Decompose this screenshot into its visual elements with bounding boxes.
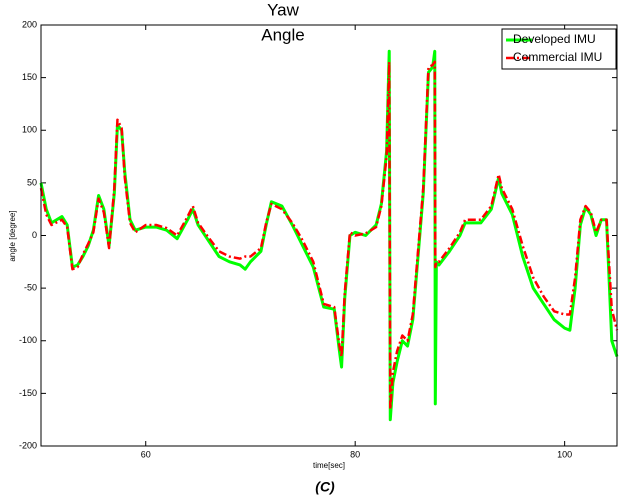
caption: (C) bbox=[315, 479, 335, 495]
y-tick-label: -200 bbox=[19, 440, 37, 450]
y-tick-label: -50 bbox=[24, 283, 37, 293]
y-tick-label: 50 bbox=[27, 177, 37, 187]
x-tick-label: 60 bbox=[141, 449, 151, 459]
x-tick-label: 80 bbox=[350, 449, 360, 459]
y-tick-label: 0 bbox=[32, 230, 37, 240]
chart-title: Yaw bbox=[267, 0, 300, 19]
y-tick-label: 150 bbox=[22, 72, 37, 82]
chart-title: Angle bbox=[261, 25, 304, 44]
plot-frame bbox=[40, 24, 618, 447]
x-axis-label: time[sec] bbox=[313, 461, 345, 470]
data-line bbox=[39, 60, 619, 411]
x-tick-label: 100 bbox=[557, 449, 572, 459]
y-tick-label: -100 bbox=[19, 335, 37, 345]
legend-label: Commercial IMU bbox=[513, 50, 602, 64]
y-tick-label: 200 bbox=[22, 19, 37, 29]
y-axis-label: angle [degree] bbox=[8, 210, 17, 261]
legend-label: Developed IMU bbox=[513, 32, 596, 46]
legend-box bbox=[501, 28, 617, 70]
y-tick-label: 100 bbox=[22, 125, 37, 135]
y-tick-label: -150 bbox=[19, 388, 37, 398]
